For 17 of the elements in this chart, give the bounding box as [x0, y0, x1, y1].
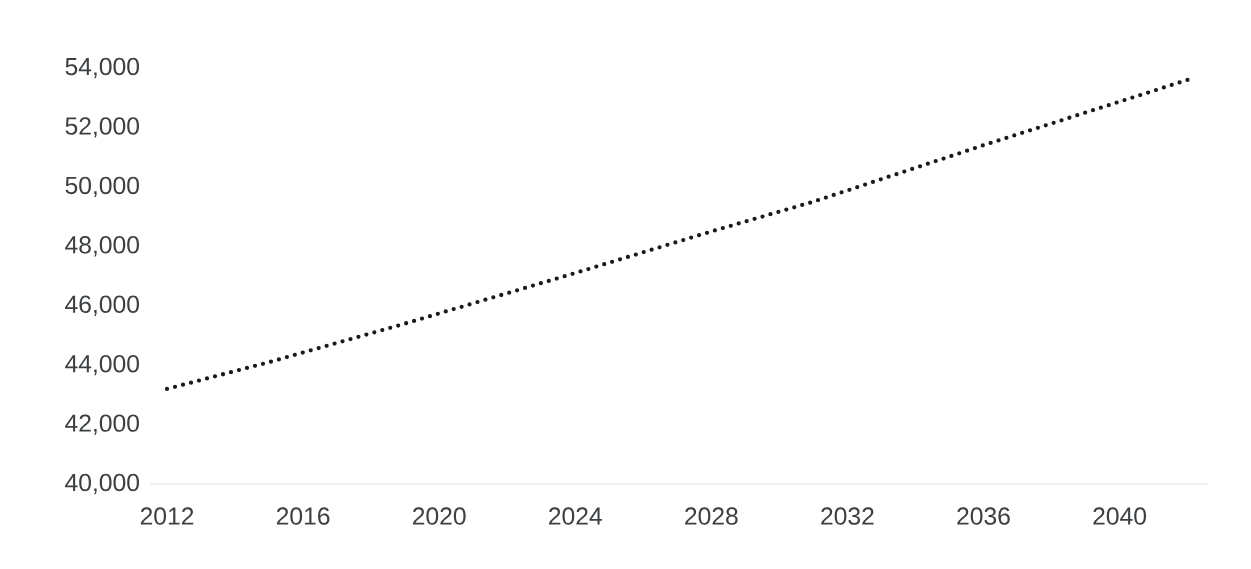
x-tick-label: 2012	[140, 507, 194, 525]
y-tick-label: 42,000	[65, 414, 139, 435]
y-tick-label: 52,000	[65, 117, 139, 138]
line-series	[164, 77, 1190, 392]
y-tick-label: 44,000	[65, 354, 139, 376]
y-tick-label: 54,000	[65, 57, 139, 79]
y-tick-label: 48,000	[65, 236, 139, 257]
x-tick-label: 2024	[549, 507, 602, 525]
x-tick-label: 2040	[1093, 507, 1147, 525]
x-tick-label: 2020	[412, 507, 466, 525]
x-tick-label: 2036	[957, 507, 1010, 525]
y-tick-label: 40,000	[65, 473, 139, 495]
x-tick-label: 2032	[821, 507, 874, 525]
x-tick-label: 2028	[685, 507, 738, 525]
x-tick-label: 2016	[276, 507, 330, 525]
y-tick-label: 46,000	[65, 295, 139, 316]
y-tick-label: 50,000	[65, 176, 139, 198]
